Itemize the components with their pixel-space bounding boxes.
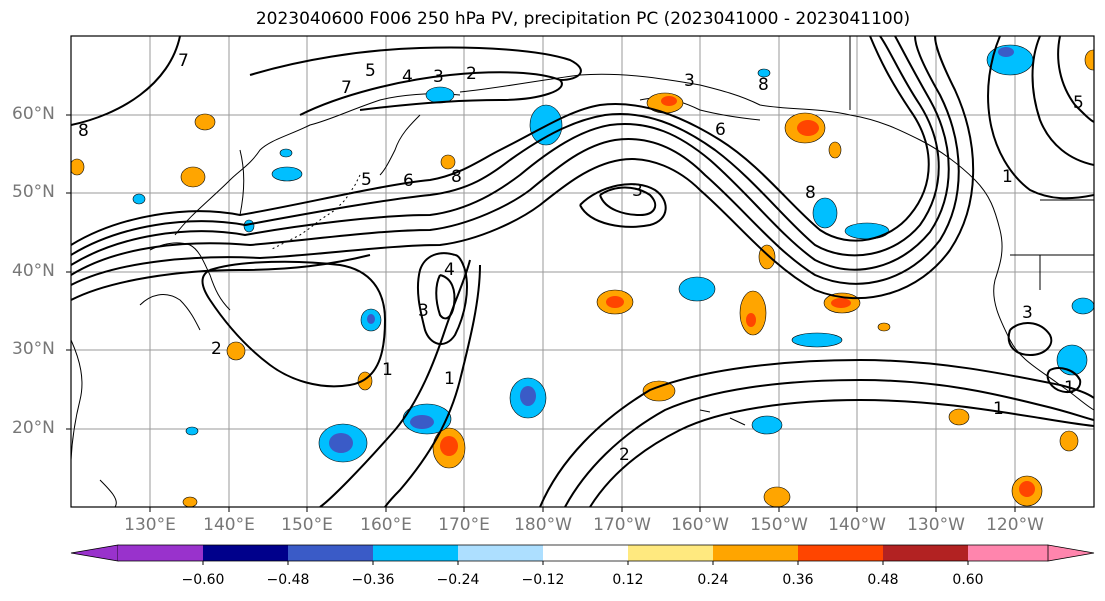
contour-label: 6: [403, 171, 414, 191]
contour-label: 1: [1064, 378, 1075, 398]
contour-label: 3: [1022, 303, 1033, 323]
lon-label: 160°W: [671, 515, 729, 535]
colorbar-tick-label: −0.48: [266, 572, 310, 588]
colorbar-swatch: [458, 545, 543, 561]
contour-label: 4: [444, 260, 455, 280]
colorbar-swatch: [1047, 544, 1095, 562]
colorbar-tick-label: 0.36: [782, 572, 814, 588]
lon-label: 130°E: [124, 515, 176, 535]
colorbar-tick-label: −0.60: [181, 572, 225, 588]
colorbar-swatch: [628, 545, 713, 561]
contour-label: 6: [715, 120, 726, 140]
contour-label: 8: [78, 121, 89, 141]
map-title: 2023040600 F006 250 hPa PV, precipitatio…: [255, 9, 911, 29]
contour-label: 5: [365, 61, 376, 81]
contour-label: 8: [758, 75, 769, 95]
lon-label: 140°W: [828, 515, 886, 535]
colorbar-swatch: [70, 544, 119, 562]
colorbar-tick-label: 0.24: [697, 572, 729, 588]
lon-label: 140°E: [203, 515, 255, 535]
contour-labels: 7 5 4 3 2 7 6 5 8 8 8 3 6 8 3 4 3 1 1 2 …: [78, 51, 1084, 465]
contour-label: 7: [178, 51, 189, 71]
colorbar-swatch: [543, 545, 628, 561]
pv-contours: [71, 36, 1094, 507]
contour-label: 2: [466, 64, 477, 84]
contour-label: 2: [619, 445, 630, 465]
colorbar-swatch: [288, 545, 373, 561]
contour-label: 1: [993, 399, 1004, 419]
axis-ticks: [66, 114, 1016, 512]
colorbar-tick-label: 0.12: [612, 572, 644, 588]
colorbar-swatch: [883, 545, 968, 561]
contour-label: 3: [418, 301, 429, 321]
lat-label: 60°N: [12, 104, 55, 124]
lat-label: 30°N: [12, 339, 55, 359]
contour-label: 8: [451, 167, 462, 187]
lon-label: 150°E: [281, 515, 333, 535]
colorbar-tick-label: −0.24: [436, 572, 480, 588]
contour-label: 2: [211, 339, 222, 359]
contour-label: 4: [402, 67, 413, 87]
lat-label: 40°N: [12, 261, 55, 281]
lon-label: 120°W: [986, 515, 1044, 535]
gridlines: [71, 36, 1094, 507]
colorbar-swatch: [713, 545, 798, 561]
contour-label: 5: [1073, 93, 1084, 113]
colorbar-tick-label: 0.60: [952, 572, 984, 588]
contour-label: 3: [433, 67, 444, 87]
lon-label: 170°E: [438, 515, 490, 535]
colorbar-tick-label: −0.36: [351, 572, 395, 588]
contour-label: 7: [341, 78, 352, 98]
contour-label: 3: [684, 71, 695, 91]
lat-label: 20°N: [12, 418, 55, 438]
contour-label: 8: [805, 183, 816, 203]
colorbar-tick-label: −0.12: [521, 572, 565, 588]
lat-label: 50°N: [12, 182, 55, 202]
lon-label: 150°W: [750, 515, 808, 535]
contour-label: 1: [444, 369, 455, 389]
colorbar-swatch: [798, 545, 883, 561]
lon-label: 180°W: [514, 515, 572, 535]
lon-label: 130°W: [907, 515, 965, 535]
colorbar-swatch: [203, 545, 288, 561]
contour-label: 3: [632, 181, 643, 201]
lon-label: 170°W: [593, 515, 651, 535]
precip-fills: [71, 44, 1094, 507]
contour-label: 1: [382, 360, 393, 380]
colorbar-swatch: [118, 545, 203, 561]
lon-label: 160°E: [360, 515, 412, 535]
contour-label: 1: [1002, 167, 1013, 187]
colorbar-swatch: [968, 545, 1048, 561]
colorbar: [70, 544, 1095, 565]
colorbar-swatch: [373, 545, 458, 561]
colorbar-tick-label: 0.48: [867, 572, 899, 588]
contour-label: 5: [361, 170, 372, 190]
